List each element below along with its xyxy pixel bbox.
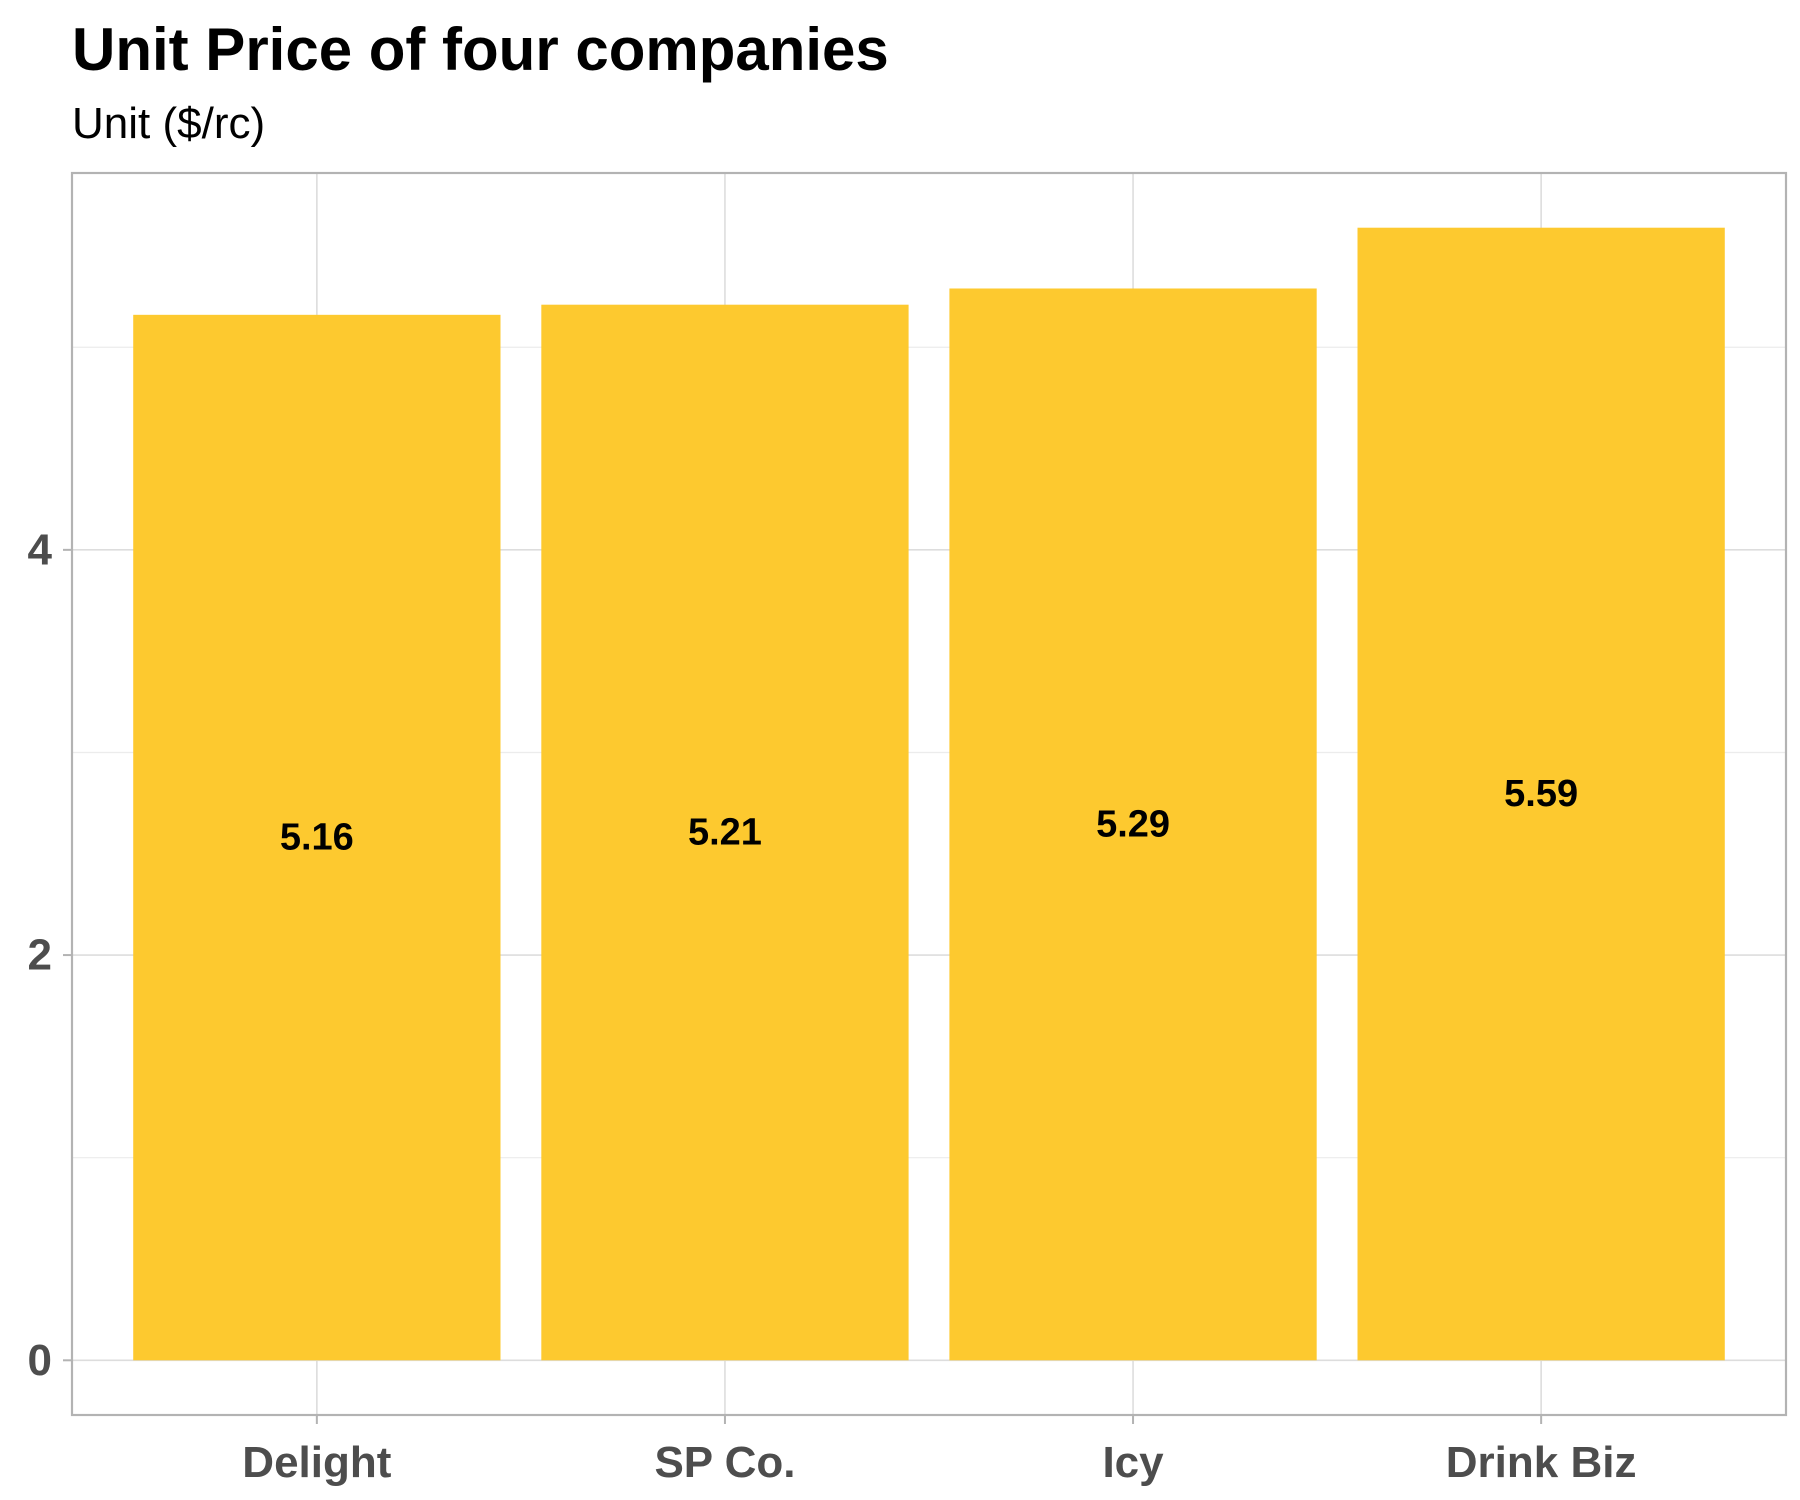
- bar-value-label: 5.16: [280, 817, 354, 859]
- x-tick-label: Icy: [1102, 1438, 1164, 1487]
- bar-value-label: 5.21: [688, 811, 762, 853]
- bar-value-label: 5.59: [1504, 773, 1578, 815]
- y-tick-label: 4: [28, 525, 53, 574]
- chart-title: Unit Price of four companies: [72, 16, 889, 83]
- x-tick-label: Delight: [242, 1438, 391, 1487]
- y-tick-label: 0: [28, 1336, 52, 1385]
- bar-drink-biz: [1357, 227, 1725, 1361]
- axis-layer: 0 2 4 Delight SP Co. Icy Drink Biz: [28, 525, 1637, 1487]
- y-tick-label: 2: [28, 931, 52, 980]
- x-tick-label: Drink Biz: [1446, 1438, 1637, 1487]
- bar-delight: [133, 314, 501, 1361]
- x-tick-label: SP Co.: [654, 1438, 795, 1487]
- bar-icy: [949, 288, 1317, 1361]
- bar-layer: [133, 227, 1725, 1361]
- data-label-layer: 5.16 5.21 5.29 5.59: [280, 773, 1578, 859]
- chart-subtitle: Unit ($/rc): [72, 99, 265, 148]
- bar-value-label: 5.29: [1096, 803, 1170, 845]
- bar-sp-co: [541, 304, 909, 1361]
- plot-panel-border: [70, 171, 1788, 1417]
